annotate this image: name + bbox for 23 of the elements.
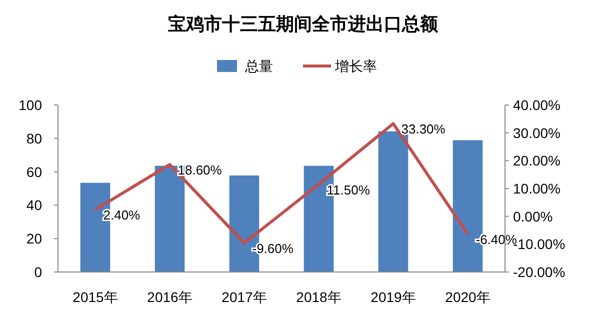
x-tick-label: 2019年 <box>370 289 416 305</box>
y2-tick-label: -20.00% <box>513 264 566 280</box>
x-tick-label: 2015年 <box>72 289 118 305</box>
chart-title: 宝鸡市十三五期间全市进出口总额 <box>168 14 439 35</box>
y2-tick-label: 10.00% <box>513 180 560 196</box>
y2-tick-label: 40.00% <box>513 97 560 113</box>
x-tick-label: 2020年 <box>445 289 490 305</box>
legend-label: 总量 <box>244 58 273 74</box>
line-series <box>94 122 470 245</box>
y-tick-label: 40 <box>26 197 42 214</box>
legend-label: 增长率 <box>334 58 377 74</box>
y-tick-label: 100 <box>18 97 42 113</box>
y-tick-label: 80 <box>26 130 42 146</box>
y2-tick-label: 0.00% <box>513 208 553 224</box>
y-tick-label: 60 <box>26 164 42 180</box>
y2-tick-label: 20.00% <box>513 152 560 169</box>
x-tick-label: 2017年 <box>222 289 267 305</box>
y2-tick-label: 30.00% <box>513 124 560 141</box>
y-tick-label: 0 <box>34 264 42 280</box>
data-label: 33.30% <box>401 122 446 137</box>
y-tick-label: 20 <box>26 230 42 247</box>
x-tick-label: 2016年 <box>147 289 192 305</box>
x-tick-label: 2018年 <box>296 289 342 305</box>
